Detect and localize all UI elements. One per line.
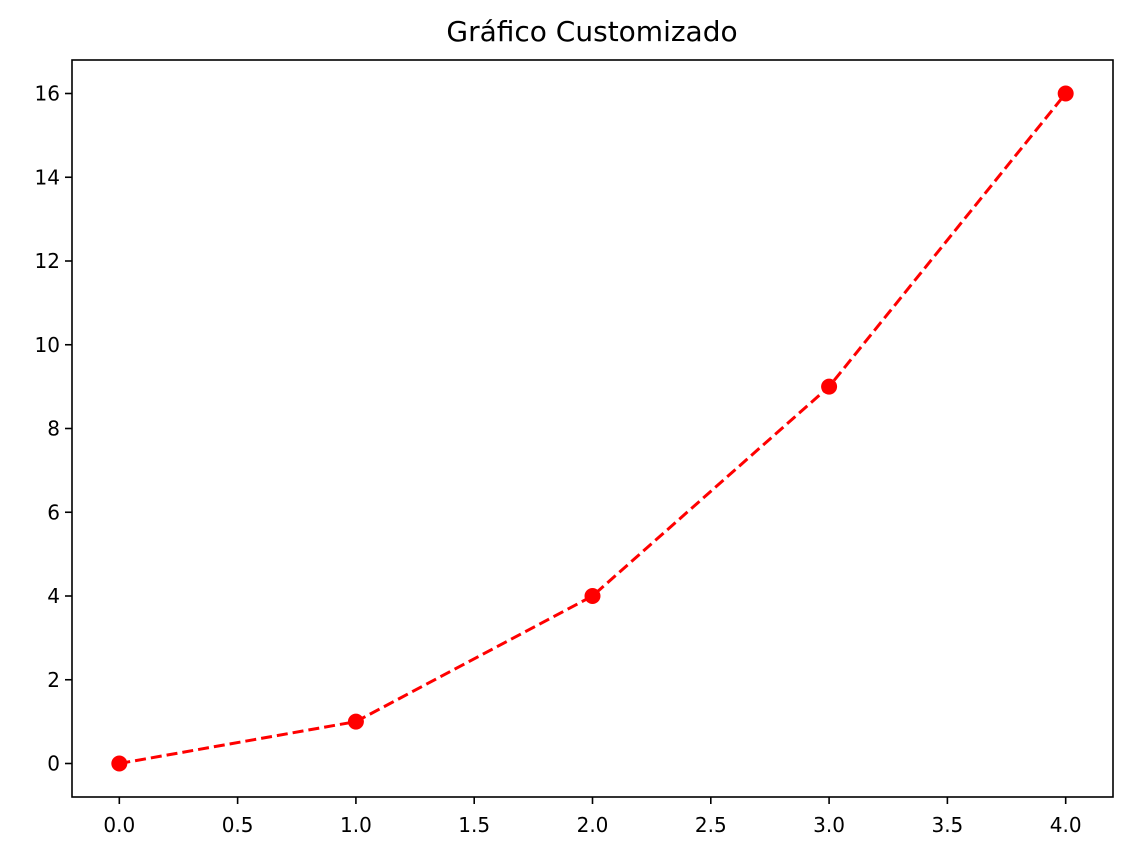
data-point: [584, 588, 601, 604]
plot-frame: [71, 59, 1114, 798]
y-tick-label: 16: [35, 82, 60, 106]
y-axis: 0 2 4 6 8 10 12 14 16: [35, 82, 72, 776]
x-tick-label: 1.0: [340, 813, 372, 837]
y-tick-label: 8: [47, 417, 60, 441]
x-tick-label: 2.0: [577, 813, 609, 837]
x-tick-label: 0.5: [222, 813, 254, 837]
data-point: [111, 755, 128, 772]
axes-frame: [71, 59, 1114, 798]
y-tick-label: 4: [47, 584, 60, 608]
data-point: [821, 378, 838, 395]
data-point: [1057, 85, 1074, 102]
x-tick-label: 3.0: [813, 813, 845, 837]
x-tick-label: 2.5: [695, 813, 727, 837]
x-tick-label: 1.5: [458, 813, 490, 837]
y-tick-label: 6: [47, 500, 60, 524]
chart-title: Gráfico Customizado: [446, 15, 737, 48]
y-tick-label: 0: [47, 752, 60, 776]
y-tick-label: 12: [35, 249, 60, 273]
series-line: [119, 92, 1067, 765]
y-tick-label: 10: [35, 333, 60, 357]
x-tick-label: 3.5: [931, 813, 963, 837]
series-layer: [111, 85, 1074, 772]
x-axis: 0.0 0.5 1.0 1.5 2.0 2.5 3.0 3.5 4.0: [103, 797, 1082, 837]
y-tick-label: 2: [47, 668, 60, 692]
x-tick-label: 0.0: [103, 813, 135, 837]
y-tick-label: 14: [35, 165, 60, 189]
data-point: [347, 713, 364, 730]
x-tick-label: 4.0: [1050, 813, 1082, 837]
